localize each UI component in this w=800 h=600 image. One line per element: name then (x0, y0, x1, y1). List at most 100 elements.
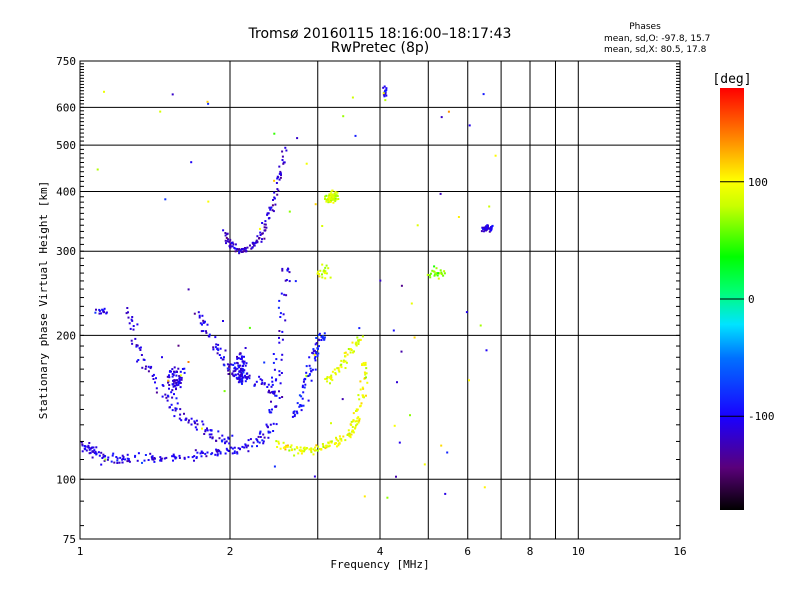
data-point (168, 376, 171, 379)
data-point (281, 353, 284, 356)
data-point (303, 386, 306, 389)
data-point (275, 394, 278, 397)
data-point (243, 446, 246, 449)
data-point (329, 382, 331, 385)
data-point (93, 449, 96, 452)
data-point (355, 341, 358, 344)
data-point (282, 446, 285, 449)
data-point (281, 330, 284, 333)
data-point (488, 227, 491, 230)
data-point (303, 377, 306, 380)
data-point (230, 363, 233, 366)
x-axis: 1 2 4 6 8 10 16 (77, 545, 687, 558)
data-point (196, 423, 199, 426)
data-point (175, 371, 178, 373)
data-point (91, 456, 94, 459)
data-point (252, 243, 255, 245)
data-point (103, 455, 106, 457)
data-point (274, 203, 277, 206)
data-point (326, 376, 329, 378)
data-point (312, 350, 315, 353)
data-point (219, 347, 222, 350)
data-point (258, 441, 261, 444)
data-point (270, 400, 272, 403)
data-point (206, 323, 209, 326)
data-point (173, 380, 175, 383)
data-point (339, 437, 342, 440)
data-point (488, 205, 491, 208)
data-point (354, 420, 357, 423)
data-point (238, 248, 241, 251)
data-point (193, 421, 196, 424)
data-point (174, 409, 177, 412)
grid-lines (80, 61, 680, 539)
data-point (125, 312, 128, 315)
data-point (231, 245, 234, 248)
data-point (313, 475, 316, 478)
data-point (248, 326, 251, 329)
data-point (338, 370, 341, 373)
data-point (237, 357, 240, 360)
data-point (309, 367, 312, 370)
data-point (330, 376, 333, 379)
data-point (178, 457, 181, 459)
data-point (258, 237, 261, 239)
y-tick-label: 500 (56, 139, 76, 152)
data-point (128, 322, 131, 325)
data-point (167, 379, 170, 382)
data-point (173, 370, 175, 373)
data-point (152, 458, 155, 461)
data-point (216, 352, 219, 355)
data-point (232, 364, 235, 366)
data-point (183, 457, 186, 460)
data-point (177, 382, 180, 385)
data-point (101, 457, 104, 459)
data-point (271, 376, 273, 379)
data-point (216, 453, 219, 456)
data-point (288, 280, 291, 283)
data-point (301, 384, 304, 387)
data-point (300, 409, 303, 412)
data-point (201, 314, 204, 317)
data-point (310, 447, 313, 450)
data-point (312, 352, 315, 355)
data-point (483, 486, 486, 489)
data-point (172, 455, 175, 458)
data-point (163, 457, 166, 460)
data-point (442, 274, 445, 277)
data-point (352, 351, 354, 354)
data-point (429, 276, 432, 279)
data-point (234, 373, 237, 376)
data-point (355, 408, 358, 411)
data-point (356, 417, 359, 420)
data-point (360, 402, 363, 405)
data-point (276, 188, 279, 191)
data-point (81, 450, 84, 453)
data-point (318, 275, 321, 278)
data-point (234, 247, 237, 250)
data-point (284, 146, 287, 149)
data-point (321, 336, 324, 339)
data-point (423, 463, 426, 466)
data-point (194, 449, 197, 452)
data-point (361, 394, 364, 397)
data-point (325, 194, 328, 197)
data-point (347, 348, 350, 350)
data-point (202, 321, 205, 324)
data-point (263, 237, 266, 240)
data-point (337, 198, 340, 200)
data-point (149, 452, 152, 455)
data-point (268, 217, 271, 219)
data-point (239, 249, 242, 252)
data-point (187, 288, 190, 291)
data-point (273, 391, 276, 394)
data-point (330, 440, 333, 443)
data-point (106, 458, 109, 461)
data-point (126, 457, 129, 460)
data-point (257, 435, 260, 438)
data-point (363, 371, 366, 374)
data-point (236, 367, 239, 370)
data-point (136, 344, 139, 347)
data-point (349, 351, 352, 354)
data-point (271, 209, 274, 212)
